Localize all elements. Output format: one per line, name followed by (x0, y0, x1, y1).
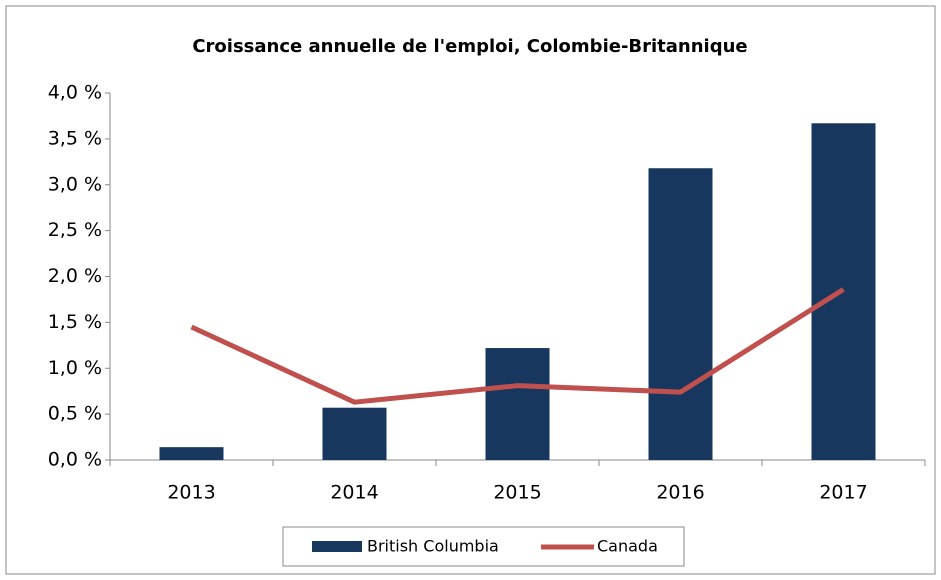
bar (322, 407, 387, 460)
bar (159, 447, 224, 460)
chart-border (5, 5, 936, 575)
y-tick-label: 1,5 % (48, 311, 102, 333)
legend-swatch (312, 541, 362, 552)
y-tick-label: 3,5 % (48, 127, 102, 149)
chart-title: Croissance annuelle de l'emploi, Colombi… (192, 36, 747, 57)
y-tick-label: 2,5 % (48, 219, 102, 241)
y-tick-label: 3,0 % (48, 173, 102, 195)
y-tick-label: 2,0 % (48, 265, 102, 287)
y-tick-label: 0,0 % (48, 449, 102, 471)
x-tick-label: 2014 (330, 482, 378, 504)
y-tick-label: 4,0 % (48, 82, 102, 104)
x-tick-label: 2016 (656, 482, 704, 504)
bar (648, 168, 713, 461)
y-tick-label: 0,5 % (48, 403, 102, 425)
x-tick-label: 2013 (167, 482, 215, 504)
x-tick-label: 2015 (493, 482, 541, 504)
bar (485, 348, 550, 460)
legend-label: British Columbia (367, 537, 499, 556)
line (190, 287, 845, 405)
x-tick-label: 2017 (819, 482, 867, 504)
y-tick-label: 1,0 % (48, 357, 102, 379)
legend-label: Canada (597, 537, 658, 556)
